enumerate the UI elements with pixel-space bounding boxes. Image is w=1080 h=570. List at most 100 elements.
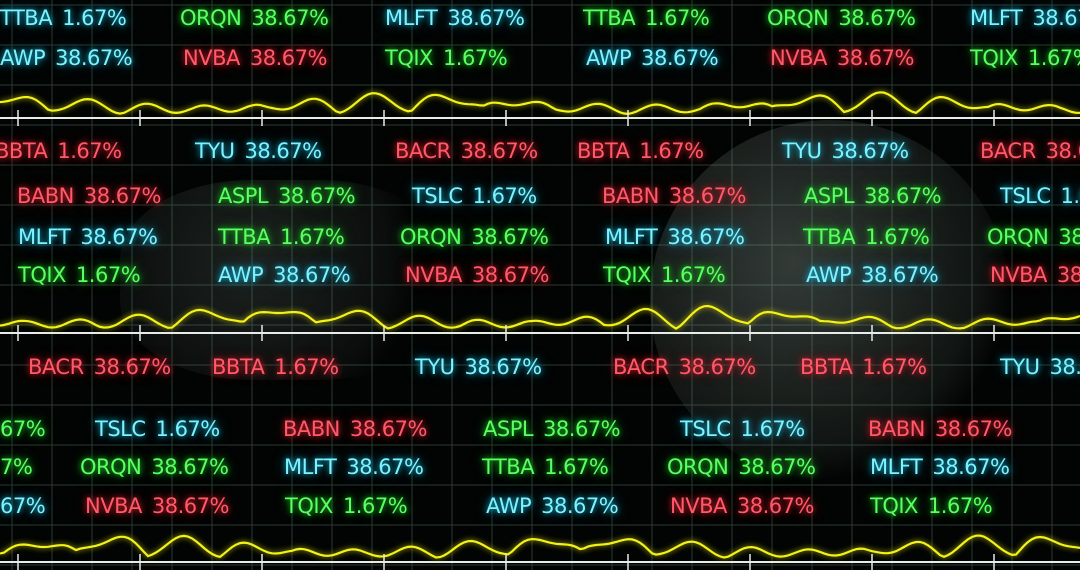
ticker-cell: AWP 38.67% — [486, 494, 619, 518]
ticker-symbol: AWP — [586, 46, 632, 70]
ticker-symbol: TTBA — [0, 6, 53, 30]
ticker-symbol: NVBA — [85, 494, 142, 518]
ticker-symbol: ORQN — [767, 6, 829, 30]
ticker-symbol: MLFT — [284, 455, 337, 479]
ticker-change: 38.67% — [541, 494, 619, 518]
ticker-cell: MLFT 38.67% — [605, 225, 745, 249]
ticker-change: 1.67% — [660, 263, 726, 287]
ticker-symbol: TTBA — [803, 225, 856, 249]
ticker-cell: BACR 38.67% — [395, 139, 538, 163]
ticker-change: 38.67% — [736, 494, 815, 518]
ticker-cell: BABN 38.67% — [17, 184, 161, 208]
ticker-change: 1.67% — [1060, 184, 1080, 208]
ticker-cell: TYU 38.67% — [415, 355, 542, 379]
ticker-symbol: NVBA — [183, 46, 240, 70]
ticker-change: 1.67% — [62, 6, 127, 30]
globe-graphic — [650, 120, 1010, 480]
ticker-change: 1.67% — [865, 225, 930, 249]
ticker-change: 38.67% — [641, 46, 719, 70]
ticker-symbol: BBTA — [577, 139, 630, 163]
ticker-symbol: TSLC — [412, 184, 463, 208]
ticker-cell: BBTA 1.67% — [800, 355, 927, 379]
ticker-change: 1.67% — [544, 455, 609, 479]
ticker-cell: NVBA 38.67% — [990, 263, 1080, 287]
ticker-symbol: ORQN — [80, 455, 142, 479]
ticker-cell: TQIX 1.67% — [870, 494, 993, 518]
ticker-change: 38.67% — [151, 455, 229, 479]
ticker-change: 1.67% — [1027, 46, 1080, 70]
ticker-symbol: BABN — [868, 417, 925, 441]
ticker-symbol: ASPL — [804, 184, 855, 208]
ticker-cell: BACR 38.67% — [980, 139, 1080, 163]
ticker-change: 38.67% — [934, 417, 1013, 441]
ticker-change: 38.67% — [471, 263, 550, 287]
ticker-cell: MLFT 38.67% — [18, 225, 158, 249]
ticker-cell: NVBA 38.67% — [183, 46, 327, 70]
ticker-symbol: TQIX — [970, 46, 1018, 70]
ticker-cell: MLFT 38.67% — [970, 6, 1080, 30]
ticker-cell: 7% — [0, 455, 33, 479]
ticker-symbol: ORQN — [400, 225, 462, 249]
ticker-change: 38.67% — [349, 417, 428, 441]
ticker-cell: NVBA 38.67% — [670, 494, 814, 518]
ticker-change: 1.67% — [75, 263, 141, 287]
ticker-change: 1.67% — [645, 6, 710, 30]
ticker-cell: BBTA 1.67% — [577, 139, 704, 163]
ticker-symbol: NVBA — [670, 494, 727, 518]
ticker-cell: TTBA 1.67% — [583, 6, 710, 30]
ticker-change: 38.67% — [1045, 139, 1080, 163]
ticker-change: 1.67% — [342, 494, 408, 518]
ticker-cell: BBTA 1.67% — [0, 139, 122, 163]
ticker-symbol: NVBA — [990, 263, 1047, 287]
ticker-change: 38.67% — [460, 139, 539, 163]
ticker-change: 38.67% — [346, 455, 424, 479]
ticker-cell: TTBA 1.67% — [482, 455, 609, 479]
ticker-symbol: MLFT — [870, 455, 923, 479]
ticker-cell: 67% — [0, 417, 46, 441]
ticker-cell: BABN 38.67% — [602, 184, 746, 208]
ticker-cell: NVBA 38.67% — [405, 263, 549, 287]
ticker-cell: TQIX 1.67% — [285, 494, 408, 518]
ticker-change: 38.67% — [831, 139, 910, 163]
ticker-symbol: TTBA — [218, 225, 271, 249]
ticker-symbol: BACR — [980, 139, 1036, 163]
ticker-symbol: MLFT — [385, 6, 438, 30]
ticker-cell: TTBA 1.67% — [218, 225, 345, 249]
ticker-symbol: BABN — [283, 417, 340, 441]
ticker-change: 38.67% — [1056, 263, 1080, 287]
ticker-symbol: TTBA — [482, 455, 535, 479]
ticker-change: 1.67% — [639, 139, 704, 163]
ticker-change: 38.67% — [1058, 225, 1080, 249]
ticker-cell: MLFT 38.67% — [385, 6, 525, 30]
ticker-cell: NVBA 38.67% — [85, 494, 229, 518]
ticker-symbol: ORQN — [987, 225, 1049, 249]
ticker-cell: AWP 38.67% — [218, 263, 351, 287]
ticker-change: 38.67% — [861, 263, 939, 287]
ticker-cell: ASPL 38.67% — [483, 417, 621, 441]
ticker-symbol: TYU — [195, 139, 235, 163]
ticker-symbol: TSLC — [1000, 184, 1051, 208]
ticker-change: 1.67% — [927, 494, 993, 518]
ticker-cell: TQIX 1.67% — [18, 263, 141, 287]
ticker-change: 38.67% — [278, 184, 356, 208]
ticker-symbol: AWP — [0, 46, 46, 70]
ticker-change: 7% — [0, 455, 33, 479]
ticker-cell: ORQN 38.67% — [987, 225, 1080, 249]
ticker-cell: TYU 38.67% — [782, 139, 909, 163]
ticker-cell: ORQN 38.67% — [667, 455, 816, 479]
ticker-symbol: TTBA — [583, 6, 636, 30]
ticker-change: 38.67% — [251, 6, 329, 30]
ticker-cell: AWP 38.67% — [586, 46, 719, 70]
ticker-change: 38.67% — [836, 46, 915, 70]
ticker-change: 38.67% — [864, 184, 942, 208]
ticker-change: 1.67% — [280, 225, 345, 249]
ticker-cell: ORQN 38.67% — [180, 6, 329, 30]
price-waveform — [0, 91, 1080, 116]
ticker-change: 38.67% — [249, 46, 328, 70]
ticker-symbol: BBTA — [212, 355, 265, 379]
ticker-change: 38.67% — [668, 184, 747, 208]
ticker-cell: BABN 38.67% — [283, 417, 427, 441]
ticker-cell: ORQN 38.67% — [767, 6, 916, 30]
ticker-symbol: BBTA — [0, 139, 48, 163]
